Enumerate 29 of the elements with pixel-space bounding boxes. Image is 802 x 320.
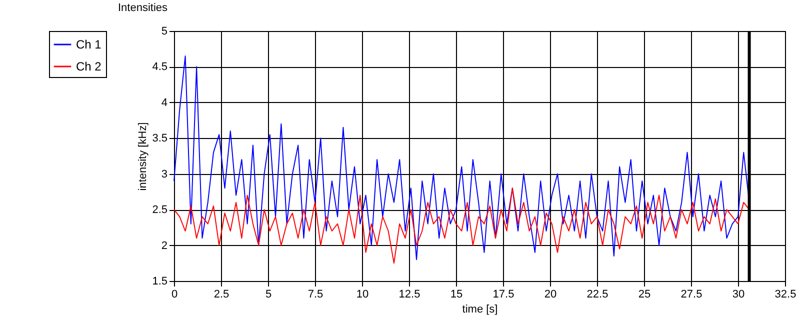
y-axis-title: intensity [kHz] xyxy=(137,122,150,191)
legend-label: Ch 2 xyxy=(76,60,102,74)
x-tick-label: 2.5 xyxy=(214,288,230,300)
x-tick-label: 15 xyxy=(450,288,463,300)
y-tick-label: 4.5 xyxy=(152,61,168,74)
x-axis-title: time [s] xyxy=(462,304,498,316)
chart-title: Intensities xyxy=(118,2,168,14)
legend-label: Ch 1 xyxy=(76,38,102,52)
y-tick-label: 2.5 xyxy=(152,204,168,216)
y-tick-label: 5 xyxy=(161,26,168,38)
x-tick-label: 7.5 xyxy=(308,288,324,300)
y-tick-label: 2 xyxy=(161,240,168,252)
x-tick-label: 5 xyxy=(265,288,272,300)
y-tick-label: 3 xyxy=(161,168,168,180)
x-tick-label: 25 xyxy=(638,288,651,300)
y-tick-label: 4 xyxy=(161,96,168,109)
x-tick-label: 0 xyxy=(171,288,178,300)
x-tick-label: 27.5 xyxy=(680,288,702,300)
line-series xyxy=(174,188,750,264)
x-tick-label: 17.5 xyxy=(492,288,514,300)
x-tick-label: 30 xyxy=(732,288,745,300)
y-tick-label: 1.5 xyxy=(152,276,168,288)
x-tick-label: 20 xyxy=(544,288,557,300)
line-series xyxy=(174,56,750,260)
x-tick-label: 32.5 xyxy=(774,288,796,300)
x-tick-label: 12.5 xyxy=(398,288,420,300)
y-tick-label: 3.5 xyxy=(152,132,168,145)
x-tick-label: 22.5 xyxy=(586,288,608,300)
x-tick-label: 10 xyxy=(356,288,369,300)
